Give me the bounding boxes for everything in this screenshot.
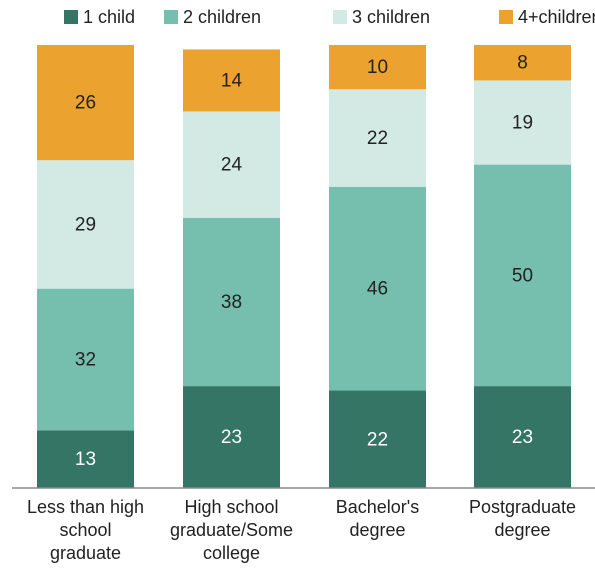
legend-swatch — [64, 10, 78, 24]
value-label: 22 — [367, 128, 388, 149]
legend-label: 2 children — [183, 7, 261, 27]
bar-segment — [474, 386, 571, 488]
legend-label: 3 children — [352, 7, 430, 27]
value-label: 50 — [512, 265, 533, 286]
bar-segment — [329, 89, 426, 187]
value-label: 14 — [221, 70, 243, 91]
bar-segment — [37, 288, 134, 431]
x-tick-label: Less than high school graduate — [26, 497, 145, 563]
bar-segment — [37, 45, 134, 161]
value-label: 23 — [221, 427, 242, 448]
bar-segment — [183, 49, 280, 112]
bar-segment — [183, 386, 280, 488]
bar-segment — [37, 160, 134, 289]
value-label: 8 — [517, 53, 528, 74]
legend-swatch — [333, 10, 347, 24]
legend-label: 1 child — [83, 7, 135, 27]
bar-segment — [183, 217, 280, 387]
bar-segment — [474, 164, 571, 387]
bar-segment — [474, 80, 571, 165]
legend-swatch — [499, 10, 513, 24]
value-label: 19 — [512, 113, 533, 134]
value-label: 22 — [367, 429, 388, 450]
bar-segment — [474, 45, 571, 81]
value-label: 38 — [221, 292, 242, 313]
bar-segment — [329, 186, 426, 391]
x-tick-label: Bachelor's degree — [335, 497, 420, 540]
value-label: 29 — [75, 214, 96, 235]
legend-swatch — [164, 10, 178, 24]
value-label: 32 — [75, 350, 96, 371]
value-label: 46 — [367, 279, 388, 300]
value-label: 24 — [221, 155, 243, 176]
bar-segment — [329, 390, 426, 488]
x-tick-label: High school graduate/Some college — [169, 497, 294, 563]
value-label: 13 — [75, 449, 96, 470]
bar-segment — [37, 430, 134, 488]
x-tick-label: Postgraduate degree — [468, 497, 577, 540]
value-label: 10 — [367, 57, 388, 78]
value-label: 23 — [512, 427, 533, 448]
legend-label: 4+children — [518, 7, 595, 27]
value-label: 26 — [75, 93, 96, 114]
bar-segment — [183, 111, 280, 218]
bar-segment — [329, 45, 426, 90]
